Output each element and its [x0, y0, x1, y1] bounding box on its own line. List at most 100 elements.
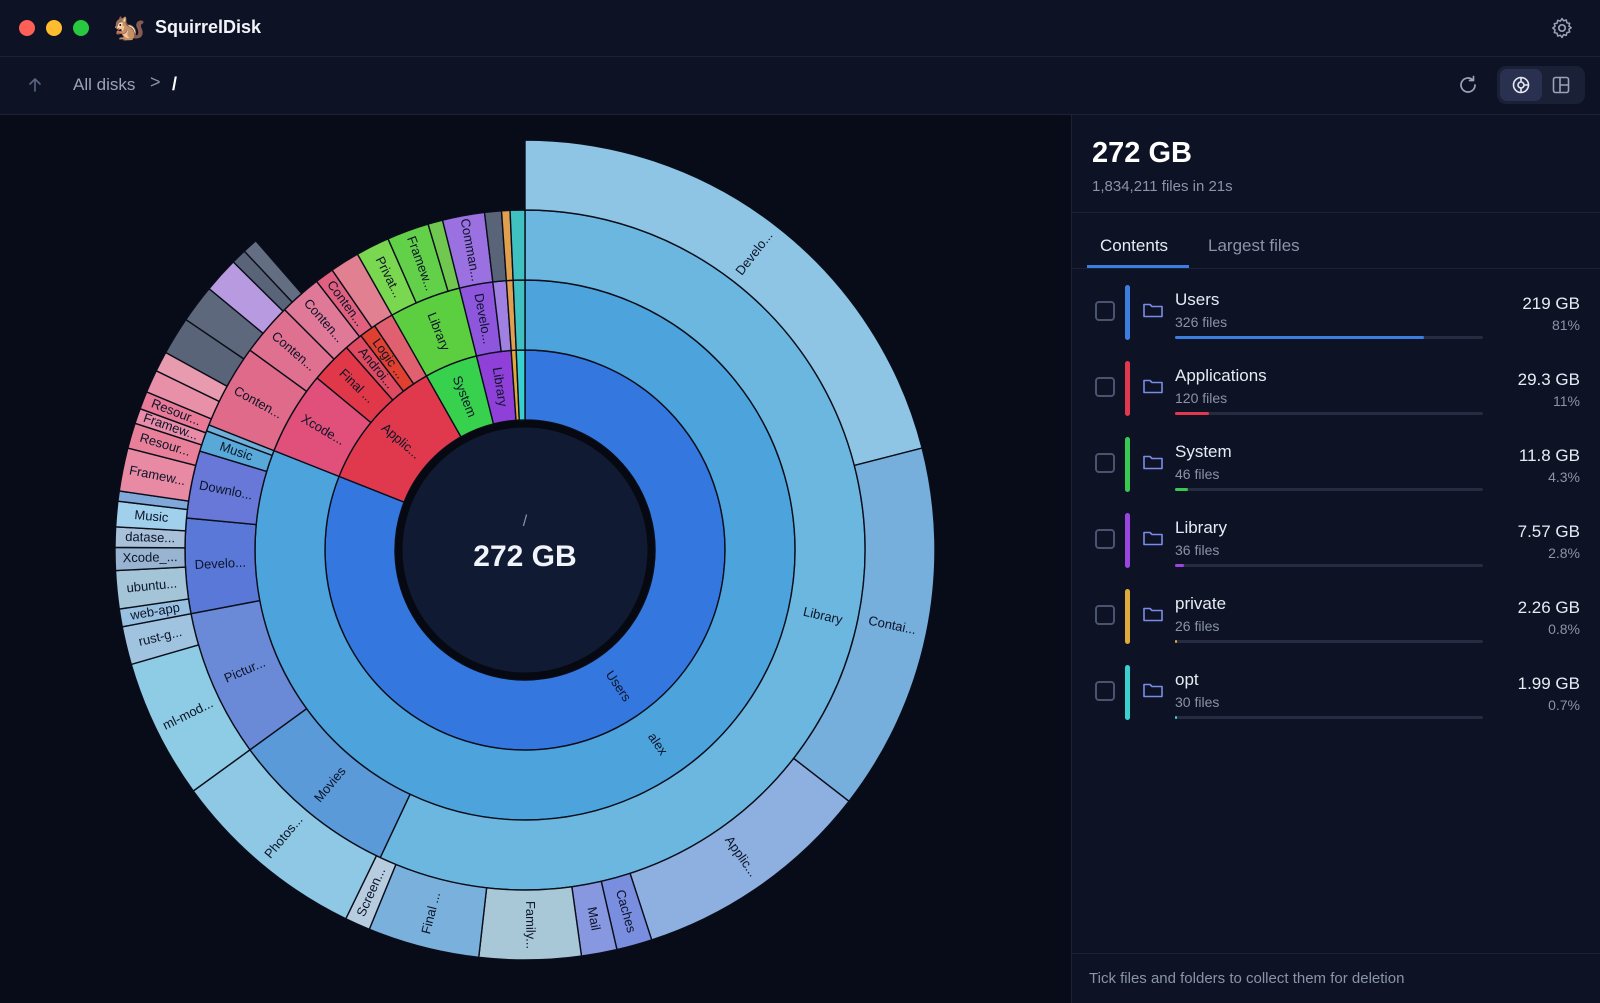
zoom-window-button[interactable] — [73, 20, 89, 36]
item-name: System — [1175, 442, 1232, 461]
usage-bar-fill — [1175, 488, 1188, 491]
sunburst-label: Xcode_... — [122, 549, 177, 565]
scan-summary: 1,834,211 files in 21s — [1092, 178, 1233, 195]
treemap-view-icon[interactable] — [1551, 75, 1571, 95]
item-file-count: 120 files — [1175, 390, 1228, 406]
item-file-count: 26 files — [1175, 618, 1220, 634]
item-name: opt — [1175, 670, 1199, 689]
folder-icon — [1143, 683, 1163, 698]
usage-bar-fill — [1175, 640, 1177, 643]
usage-bar — [1175, 488, 1483, 491]
sunburst-label: ubuntu... — [126, 576, 178, 596]
sunburst-label: Music — [134, 507, 170, 525]
item-size: 11.8 GB — [1518, 446, 1580, 465]
usage-bar-fill — [1175, 336, 1424, 339]
usage-bar-fill — [1175, 564, 1184, 567]
item-percent: 4.3% — [1548, 469, 1580, 485]
folder-icon — [1143, 607, 1163, 622]
sunburst-center[interactable] — [395, 420, 655, 680]
item-percent: 2.8% — [1548, 545, 1580, 561]
sunburst-label: Library — [490, 366, 511, 408]
usage-bar-fill — [1175, 412, 1209, 415]
color-indicator — [1125, 589, 1130, 644]
title-bar — [0, 0, 1600, 57]
select-checkbox[interactable] — [1095, 605, 1115, 625]
folder-icon — [1143, 303, 1163, 318]
item-file-count: 46 files — [1175, 466, 1220, 482]
item-size: 2.26 GB — [1517, 598, 1580, 617]
sunburst-chart-area: Users Applic... System Library alex Xcode... F… — [0, 115, 1071, 1003]
divider — [1072, 268, 1600, 269]
close-window-button[interactable] — [19, 20, 35, 36]
item-percent: 11% — [1553, 393, 1580, 409]
item-percent: 0.7% — [1548, 697, 1580, 713]
active-tab-indicator — [1087, 265, 1189, 268]
sunburst-label: Develo... — [194, 555, 246, 572]
item-name: Applications — [1175, 366, 1267, 385]
minimize-window-button[interactable] — [46, 20, 62, 36]
item-size: 29.3 GB — [1517, 370, 1580, 389]
list-item[interactable]: Users 326 files 219 GB 81% — [1072, 285, 1600, 355]
color-indicator — [1125, 513, 1130, 568]
select-checkbox[interactable] — [1095, 377, 1115, 397]
usage-bar — [1175, 640, 1483, 643]
details-panel: 272 GB 1,834,211 files in 21s Contents L… — [1071, 115, 1600, 1003]
list-item[interactable]: private 26 files 2.26 GB 0.8% — [1072, 589, 1600, 659]
color-indicator — [1125, 665, 1130, 720]
list-item[interactable]: opt 30 files 1.99 GB 0.7% — [1072, 665, 1600, 735]
item-name: private — [1175, 594, 1227, 613]
tab-contents[interactable]: Contents — [1100, 236, 1169, 255]
usage-bar — [1175, 716, 1483, 719]
sunburst-label: datase... — [125, 529, 175, 546]
sunburst-segment[interactable] — [243, 239, 303, 304]
select-checkbox[interactable] — [1095, 529, 1115, 549]
usage-bar — [1175, 336, 1483, 339]
breadcrumb-all-disks[interactable]: All disks — [73, 75, 136, 94]
divider — [1072, 953, 1600, 954]
color-indicator — [1125, 285, 1130, 340]
item-size: 7.57 GB — [1517, 522, 1580, 541]
item-size: 1.99 GB — [1517, 674, 1580, 693]
select-checkbox[interactable] — [1095, 301, 1115, 321]
center-path: / — [523, 513, 528, 530]
usage-bar — [1175, 564, 1483, 567]
folder-icon — [1143, 455, 1163, 470]
item-file-count: 326 files — [1175, 314, 1228, 330]
usage-bar — [1175, 412, 1483, 415]
list-item[interactable]: System 46 files 11.8 GB 4.3% — [1072, 437, 1600, 507]
sunburst-label: Family... — [523, 901, 539, 949]
item-size: 219 GB — [1522, 294, 1580, 313]
center-size: 272 GB — [473, 540, 576, 573]
breadcrumb-current: / — [172, 74, 178, 94]
divider — [1072, 212, 1600, 213]
item-name: Users — [1175, 290, 1220, 309]
tab-largest-files[interactable]: Largest files — [1208, 236, 1300, 255]
sunburst-segment[interactable] — [509, 209, 526, 281]
sunburst-label: Mail — [585, 906, 604, 932]
path-bar — [0, 57, 1600, 115]
arrow-up-icon[interactable] — [26, 76, 44, 94]
select-checkbox[interactable] — [1095, 453, 1115, 473]
app-title: SquirrelDisk — [155, 17, 262, 37]
list-item[interactable]: Applications 120 files 29.3 GB 11% — [1072, 361, 1600, 431]
color-indicator — [1125, 361, 1130, 416]
color-indicator — [1125, 437, 1130, 492]
total-size: 272 GB — [1092, 137, 1192, 169]
select-checkbox[interactable] — [1095, 681, 1115, 701]
footer-hint: Tick files and folders to collect them f… — [1089, 970, 1405, 987]
item-percent: 81% — [1551, 317, 1580, 333]
squirrel-icon: 🐿️ — [113, 12, 146, 42]
gear-icon[interactable] — [1550, 16, 1574, 40]
sunburst-view-button[interactable] — [1500, 69, 1542, 101]
item-file-count: 36 files — [1175, 542, 1220, 558]
breadcrumb-separator: > — [150, 72, 161, 92]
item-file-count: 30 files — [1175, 694, 1220, 710]
folder-icon — [1143, 531, 1163, 546]
folder-icon — [1143, 379, 1163, 394]
list-item[interactable]: Library 36 files 7.57 GB 2.8% — [1072, 513, 1600, 583]
refresh-icon[interactable] — [1457, 74, 1479, 96]
sunburst-view-icon[interactable] — [1511, 75, 1531, 95]
item-percent: 0.8% — [1548, 621, 1580, 637]
item-name: Library — [1175, 518, 1227, 537]
